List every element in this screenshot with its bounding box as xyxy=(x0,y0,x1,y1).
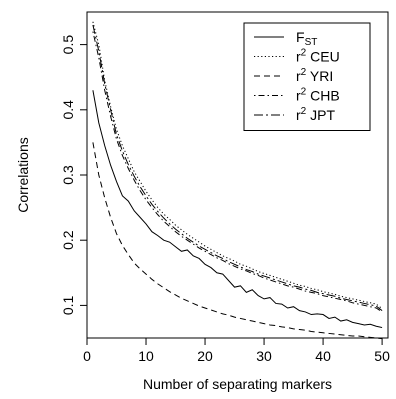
y-tick-label: 0.5 xyxy=(60,35,76,55)
legend-label-main: r xyxy=(296,68,301,84)
series-line-4 xyxy=(92,24,383,312)
x-tick-label: 40 xyxy=(315,348,331,364)
x-tick-label: 20 xyxy=(197,348,213,364)
legend-label-main: r xyxy=(296,107,301,123)
legend-label: FST xyxy=(296,29,317,48)
y-tick-label: 0.1 xyxy=(60,295,76,315)
x-axis-title: Number of separating markers xyxy=(143,376,332,392)
legend-label-superscript: 2 xyxy=(301,87,307,98)
legend-label-population: CHB xyxy=(306,88,339,104)
legend-label-superscript: 2 xyxy=(301,48,307,59)
legend-label-subscript: ST xyxy=(305,37,318,48)
legend-label-superscript: 2 xyxy=(301,67,307,78)
x-tick-label: 0 xyxy=(83,348,91,364)
legend-label: r2 CEU xyxy=(296,48,340,65)
series-line-0 xyxy=(92,90,383,329)
legend-label: r2 YRI xyxy=(296,67,333,84)
legend-label-population: CEU xyxy=(306,49,339,65)
x-tick-label: 10 xyxy=(138,348,154,364)
legend-label-main: r xyxy=(296,88,301,104)
series-line-2 xyxy=(92,142,383,340)
y-tick-label: 0.3 xyxy=(60,165,76,185)
series-line-3 xyxy=(92,31,383,313)
y-axis-title: Correlations xyxy=(15,137,31,212)
legend-label: r2 JPT xyxy=(296,106,335,123)
x-tick-label: 30 xyxy=(256,348,272,364)
legend-label-main: r xyxy=(296,49,301,65)
legend-label-population: YRI xyxy=(306,68,333,84)
legend-label-main: F xyxy=(296,29,305,45)
legend-box xyxy=(243,22,371,131)
legend-label: r2 CHB xyxy=(296,87,340,104)
x-tick-label: 50 xyxy=(374,348,390,364)
y-tick-label: 0.2 xyxy=(60,230,76,250)
y-tick-label: 0.4 xyxy=(60,100,76,120)
legend-label-population: JPT xyxy=(306,107,335,123)
series-line-1 xyxy=(92,21,383,310)
legend-label-superscript: 2 xyxy=(301,106,307,117)
